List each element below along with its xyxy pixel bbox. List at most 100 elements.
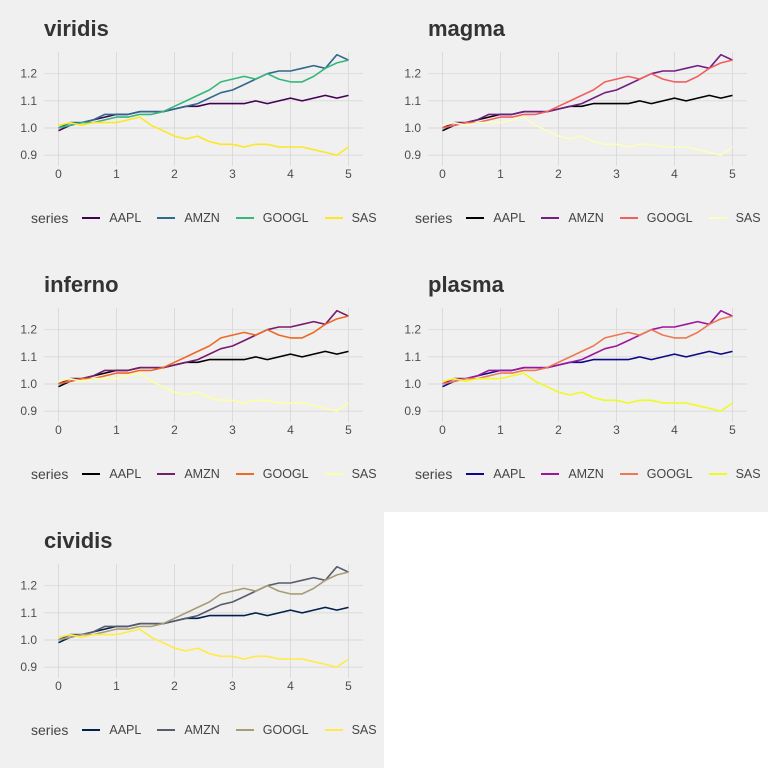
legend-item: AMZN xyxy=(157,211,220,225)
legend-key xyxy=(324,473,343,475)
series-line-googl xyxy=(442,59,733,129)
legend-label: AAPL xyxy=(493,467,526,481)
legend-key xyxy=(82,729,101,731)
series-line-amzn xyxy=(58,309,349,385)
chart-panel: viridis 0.9 1.0 1.1 1.2 0 1 2 3 4 5 series AAPL AMZN G… xyxy=(0,0,384,256)
x-tick-label: 1 xyxy=(113,679,120,693)
y-tick-label: 0.9 xyxy=(404,404,421,418)
legend-key xyxy=(235,473,254,475)
legend-label: GOOGL xyxy=(262,467,309,481)
x-tick-label: 4 xyxy=(671,167,678,181)
y-tick-label: 0.9 xyxy=(20,404,37,418)
y-tick-label: 1.1 xyxy=(404,94,421,108)
legend-item: AAPL xyxy=(82,723,141,737)
legend: series AAPL AMZN GOOGL SAS xyxy=(31,720,393,740)
chart-panel: inferno 0.9 1.0 1.1 1.2 0 1 2 3 4 5 series AAPL AMZN G… xyxy=(0,256,384,512)
legend-label: AMZN xyxy=(568,467,604,481)
y-tick-label: 1.2 xyxy=(20,579,37,593)
legend-item: GOOGL xyxy=(235,467,309,481)
x-tick-label: 0 xyxy=(439,423,446,437)
plot-area: 0.9 1.0 1.1 1.2 0 1 2 3 4 5 xyxy=(404,52,747,181)
legend-label: AMZN xyxy=(568,211,604,225)
y-tick-label: 1.2 xyxy=(404,67,421,81)
x-tick-label: 1 xyxy=(113,167,120,181)
x-tick-label: 4 xyxy=(287,679,294,693)
x-tick-label: 1 xyxy=(113,423,120,437)
legend-key xyxy=(82,473,101,475)
legend-key xyxy=(466,217,485,219)
legend-label: SAS xyxy=(735,467,761,481)
x-tick-label: 2 xyxy=(171,423,178,437)
x-tick-label: 0 xyxy=(55,167,62,181)
legend-label: GOOGL xyxy=(646,467,693,481)
y-tick-label: 1.2 xyxy=(20,67,37,81)
legend-item: AMZN xyxy=(541,211,604,225)
chart-panel: magma 0.9 1.0 1.1 1.2 0 1 2 3 4 5 series AAPL AMZN GOO… xyxy=(384,0,768,256)
legend-title: series xyxy=(31,466,69,482)
x-tick-label: 2 xyxy=(555,167,562,181)
legend-key xyxy=(708,473,727,475)
chart-title: cividis xyxy=(44,528,113,553)
plot-area: 0.9 1.0 1.1 1.2 0 1 2 3 4 5 xyxy=(20,308,363,437)
legend-item: SAS xyxy=(708,467,761,481)
series-line-googl xyxy=(442,315,733,385)
legend-label: AAPL xyxy=(109,467,142,481)
legend-item: SAS xyxy=(324,723,377,737)
x-tick-label: 5 xyxy=(345,167,352,181)
legend-label: GOOGL xyxy=(262,723,309,737)
y-tick-label: 0.9 xyxy=(20,660,37,674)
legend-label: SAS xyxy=(351,211,377,225)
legend-key xyxy=(82,217,101,219)
legend-label: SAS xyxy=(735,211,761,225)
x-tick-label: 3 xyxy=(613,167,620,181)
series-line-aapl xyxy=(442,94,733,132)
legend-key xyxy=(619,217,638,219)
legend-item: SAS xyxy=(324,467,377,481)
x-tick-label: 2 xyxy=(171,167,178,181)
series-line-sas xyxy=(442,372,733,412)
x-tick-label: 2 xyxy=(171,679,178,693)
plot-area: 0.9 1.0 1.1 1.2 0 1 2 3 4 5 xyxy=(404,308,747,437)
legend-key xyxy=(619,473,638,475)
x-tick-label: 2 xyxy=(555,423,562,437)
chart-panel: plasma 0.9 1.0 1.1 1.2 0 1 2 3 4 5 series AAPL AMZN GO… xyxy=(384,256,768,512)
plot-area: 0.9 1.0 1.1 1.2 0 1 2 3 4 5 xyxy=(20,52,363,181)
legend-label: AAPL xyxy=(109,211,142,225)
series-line-sas xyxy=(442,116,733,156)
legend-key xyxy=(324,217,343,219)
series-line-aapl xyxy=(58,606,349,644)
x-tick-label: 0 xyxy=(55,423,62,437)
legend-item: AAPL xyxy=(466,467,525,481)
y-tick-label: 1.0 xyxy=(404,121,421,135)
series-line-amzn xyxy=(442,309,733,385)
legend-key xyxy=(541,217,560,219)
legend-item: SAS xyxy=(708,211,761,225)
x-tick-label: 5 xyxy=(729,423,736,437)
legend-label: SAS xyxy=(351,723,377,737)
legend-item: GOOGL xyxy=(619,467,693,481)
legend-key xyxy=(708,217,727,219)
chart-title: inferno xyxy=(44,272,119,297)
chart-title: plasma xyxy=(428,272,504,297)
chart-title: viridis xyxy=(44,16,109,41)
legend-label: GOOGL xyxy=(262,211,309,225)
legend-label: AMZN xyxy=(184,211,220,225)
y-tick-label: 0.9 xyxy=(404,148,421,162)
legend: series AAPL AMZN GOOGL SAS xyxy=(415,208,768,228)
series-line-amzn xyxy=(58,565,349,641)
legend-item: AMZN xyxy=(541,467,604,481)
legend-item: GOOGL xyxy=(235,211,309,225)
legend-key xyxy=(466,473,485,475)
legend-label: SAS xyxy=(351,467,377,481)
x-tick-label: 4 xyxy=(671,423,678,437)
x-tick-label: 1 xyxy=(497,423,504,437)
x-tick-label: 0 xyxy=(439,167,446,181)
series-line-googl xyxy=(58,315,349,385)
legend: series AAPL AMZN GOOGL SAS xyxy=(31,208,393,228)
y-tick-label: 1.1 xyxy=(404,350,421,364)
y-tick-label: 1.1 xyxy=(20,94,37,108)
y-tick-label: 1.0 xyxy=(20,121,37,135)
x-tick-label: 0 xyxy=(55,679,62,693)
x-tick-label: 3 xyxy=(613,423,620,437)
